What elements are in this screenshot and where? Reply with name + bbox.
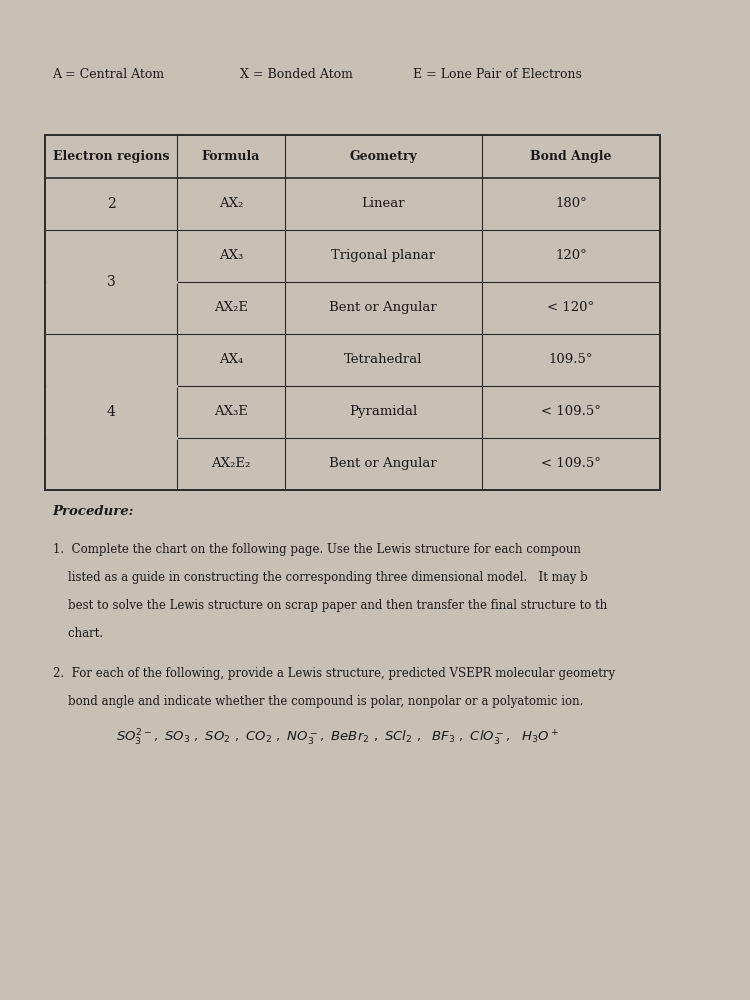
Text: 1.  Complete the chart on the following page. Use the Lewis structure for each c: 1. Complete the chart on the following p… [53, 543, 580, 556]
Text: Electron regions: Electron regions [53, 150, 170, 163]
Text: AX₂: AX₂ [219, 197, 243, 210]
Text: 180°: 180° [555, 197, 586, 210]
Text: Geometry: Geometry [350, 150, 417, 163]
Text: A = Central Atom: A = Central Atom [53, 68, 165, 82]
Text: AX₂E: AX₂E [214, 301, 248, 314]
Text: X = Bonded Atom: X = Bonded Atom [240, 68, 352, 82]
Text: chart.: chart. [53, 627, 103, 640]
Text: AX₄: AX₄ [219, 353, 243, 366]
Text: AX₃E: AX₃E [214, 405, 248, 418]
Text: best to solve the Lewis structure on scrap paper and then transfer the final str: best to solve the Lewis structure on scr… [53, 599, 607, 612]
Text: Tetrahedral: Tetrahedral [344, 353, 422, 366]
Text: 4: 4 [106, 405, 116, 419]
Text: 2: 2 [106, 197, 116, 211]
Text: AX₂E₂: AX₂E₂ [211, 457, 250, 470]
Text: $SO_3^{2-},\ SO_3\ ,\ SO_2\ ,\ CO_2\ ,\ NO_3^-,\ BeBr_2\ ,\ SCl_2\ ,\ \ BF_3\ ,\: $SO_3^{2-},\ SO_3\ ,\ SO_2\ ,\ CO_2\ ,\ … [116, 728, 560, 748]
Text: Bent or Angular: Bent or Angular [329, 457, 437, 470]
Text: 120°: 120° [555, 249, 586, 262]
Text: Bond Angle: Bond Angle [530, 150, 611, 163]
Text: Trigonal planar: Trigonal planar [332, 249, 435, 262]
Text: 109.5°: 109.5° [548, 353, 593, 366]
Text: < 109.5°: < 109.5° [541, 405, 601, 418]
Text: Bent or Angular: Bent or Angular [329, 301, 437, 314]
Text: < 109.5°: < 109.5° [541, 457, 601, 470]
Text: E = Lone Pair of Electrons: E = Lone Pair of Electrons [413, 68, 581, 82]
Text: AX₃: AX₃ [219, 249, 243, 262]
Text: < 120°: < 120° [548, 301, 595, 314]
Text: 2.  For each of the following, provide a Lewis structure, predicted VSEPR molecu: 2. For each of the following, provide a … [53, 667, 615, 680]
Bar [45, 135, 660, 490]
Text: bond angle and indicate whether the compound is polar, nonpolar or a polyatomic : bond angle and indicate whether the comp… [53, 695, 583, 708]
Text: Pyramidal: Pyramidal [349, 405, 417, 418]
Text: Formula: Formula [202, 150, 260, 163]
Text: listed as a guide in constructing the corresponding three dimensional model.   I: listed as a guide in constructing the co… [53, 571, 587, 584]
Text: 3: 3 [106, 275, 116, 289]
Text: Linear: Linear [362, 197, 405, 210]
Text: Procedure:: Procedure: [53, 505, 134, 518]
